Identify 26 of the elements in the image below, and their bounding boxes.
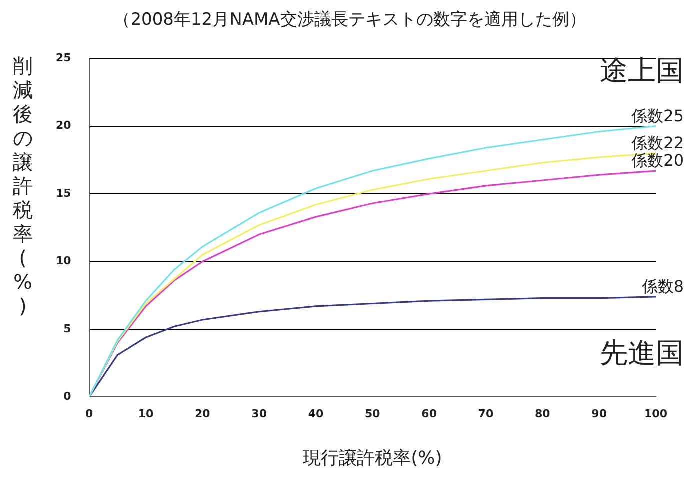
y-tick-label: 0 [64,390,72,404]
y-tick-label: 20 [56,119,72,132]
series-label: 係数22 [630,134,684,153]
x-tick-label: 70 [478,408,494,421]
x-tick-label: 10 [138,408,154,421]
series-label: 係数25 [630,106,684,126]
text: 削減後の譲許税率(%) [13,54,33,318]
x-tick-label: 90 [592,408,608,421]
x-axis-title: 現行譲許税率(%) [303,448,442,469]
annotation: 途上国 [600,54,684,87]
y-tick-label: 15 [56,186,72,200]
chart-subtitle: （2008年12月NAMA交渉議長テキストの数字を適用した例） [112,9,588,32]
y-tick-label: 25 [56,51,72,64]
annotation: 先進国 [600,336,684,370]
x-tick-label: 80 [535,408,551,421]
y-tick-label: 10 [56,254,72,268]
x-tick-label: 100 [644,408,668,421]
x-tick-label: 40 [308,408,324,421]
y-tick-label: 5 [64,322,72,336]
x-tick-label: 30 [252,408,268,421]
series-label: 係数20 [630,151,684,170]
x-tick-label: 50 [365,408,381,421]
x-tick-label: 60 [422,408,438,421]
x-tick-label: 0 [85,408,94,421]
series-label: 係数8 [640,277,684,296]
x-tick-label: 20 [194,408,211,421]
